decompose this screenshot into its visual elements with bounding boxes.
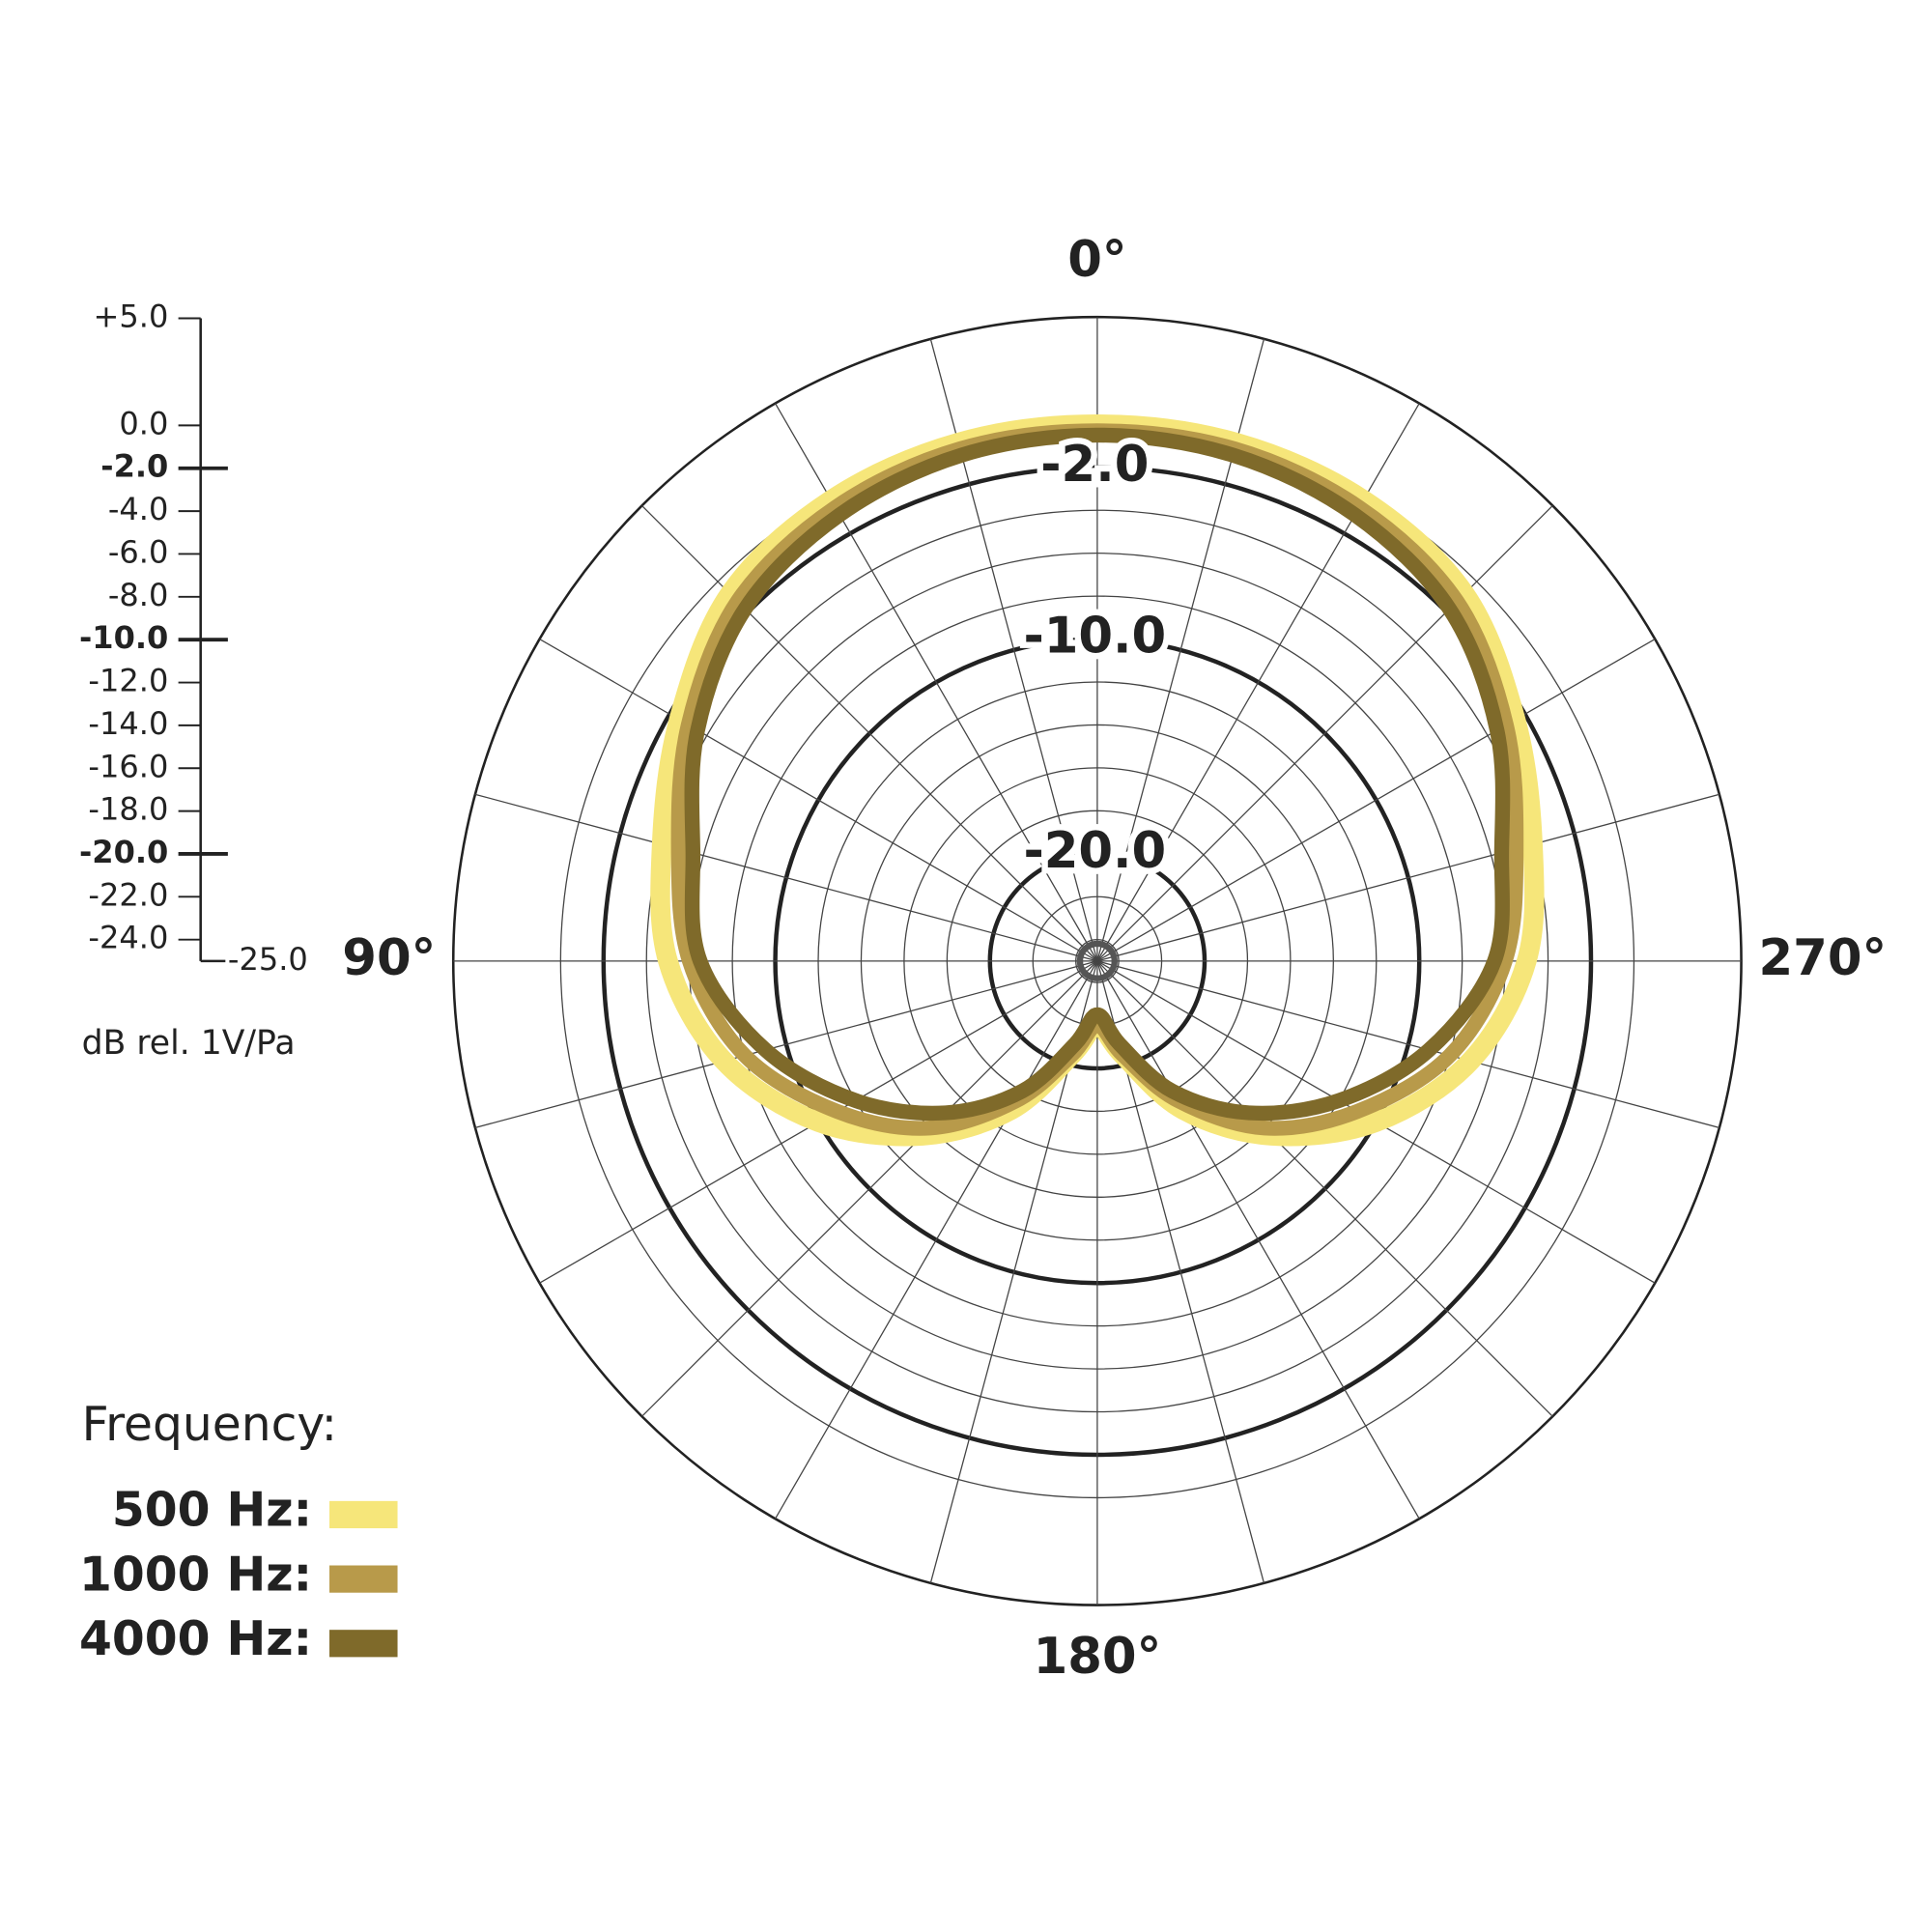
legend-label: 4000 Hz: [79,1612,312,1666]
grid-spoke [1096,505,1553,962]
legend-swatch [329,1630,398,1658]
legend-label: 1000 Hz: [79,1548,312,1602]
axis-label: dB rel. 1V/Pa [82,1024,296,1063]
grid-spoke [1096,793,1720,962]
angle-label: 180° [1034,1628,1162,1686]
center-dot [1076,940,1119,982]
grid-spoke [1096,960,1553,1417]
ring-label: -10.0 [1023,608,1166,666]
scale-tick-label: -8.0 [108,577,169,613]
series-line [684,427,1511,1122]
grid-spoke [1096,638,1656,962]
grid-spoke [1096,960,1420,1520]
ring-label: -20.0 [1023,822,1166,880]
legend-swatch [329,1565,398,1593]
grid-spoke [474,793,1098,962]
scale-tick-label: -4.0 [108,491,169,527]
scale-tick-label: -2.0 [100,448,168,485]
series-line [670,423,1524,1136]
scale-tick-label: -25.0 [228,941,308,978]
angle-label: 0° [1067,231,1126,289]
grid-spoke [539,638,1098,962]
ring-label: -2.0 [1040,436,1149,494]
scale-tick-label: -6.0 [108,533,169,570]
legend-title: Frequency: [82,1398,337,1452]
scale-tick-label: -20.0 [79,834,168,870]
scale-tick-label: +5.0 [94,298,169,334]
scale-tick-label: -16.0 [88,748,168,784]
legend-label: 500 Hz: [112,1484,312,1538]
angle-label: 270° [1759,929,1888,987]
grid-spoke [775,960,1098,1520]
grid-spoke [641,960,1098,1417]
grid-spoke [1096,960,1720,1129]
scale-tick-label: -22.0 [88,876,168,913]
scale-tick-label: -12.0 [88,663,168,699]
scale-tick-label: -24.0 [88,920,168,956]
grid-spoke [641,505,1098,962]
scale-tick-label: -18.0 [88,791,168,828]
grid-spoke [474,960,1098,1129]
scale-tick-label: 0.0 [119,405,168,441]
angle-label: 90° [342,929,436,987]
scale-tick-label: -14.0 [88,705,168,742]
scale-tick-label: -10.0 [79,619,168,656]
legend-swatch [329,1500,398,1529]
